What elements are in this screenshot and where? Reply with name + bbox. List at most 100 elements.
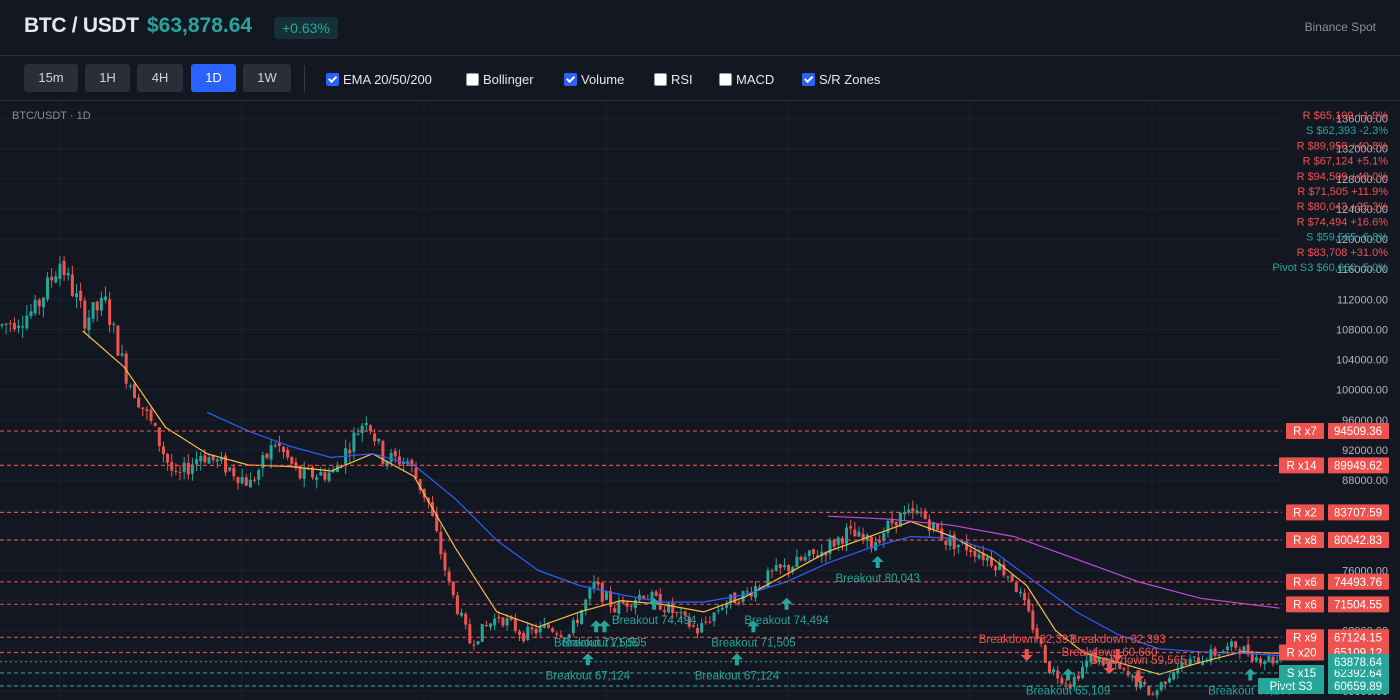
candle-body: [716, 610, 720, 612]
candle-body: [1155, 690, 1159, 696]
candle-body: [1072, 676, 1076, 687]
sr-price-label: 62392.64: [1334, 668, 1383, 680]
candle-body: [41, 297, 45, 308]
candle-body: [952, 534, 956, 550]
candle-body: [621, 601, 625, 604]
candle-body: [559, 635, 563, 637]
candle-body: [745, 591, 749, 593]
sr-price-tag: [1328, 677, 1389, 694]
candle-body: [596, 582, 600, 585]
candle-body: [1196, 657, 1200, 664]
sr-count-label: R x9: [1293, 632, 1317, 644]
candle-body: [21, 326, 25, 328]
signal-label: Breakout 65,109: [1026, 685, 1110, 697]
signal-label: Breakdown 60,660: [1062, 647, 1158, 659]
candle-body: [75, 293, 79, 298]
y-axis-tick-label: 132000.00: [1336, 144, 1388, 156]
breakout-arrow-icon: [590, 620, 603, 633]
candle-body: [497, 616, 501, 619]
bollinger-checkbox[interactable]: [466, 72, 479, 86]
candle-body: [339, 465, 343, 467]
candle-body: [518, 631, 521, 635]
y-axis-tick-label: 120000.00: [1336, 234, 1388, 246]
candle-body: [940, 528, 944, 541]
breakout-arrow-icon: [1244, 668, 1257, 681]
candle-body: [1209, 649, 1213, 662]
toggle-volume[interactable]: Volume: [564, 70, 624, 88]
toggle-sr-zones[interactable]: S/R Zones: [802, 70, 880, 88]
candle-body: [435, 513, 439, 532]
candle-body: [927, 519, 931, 531]
timeframe-4h-button[interactable]: 4H: [137, 64, 183, 92]
candle-body: [0, 324, 4, 326]
breakout-arrow-icon: [780, 597, 793, 610]
timeframe-1d-button[interactable]: 1D: [191, 64, 236, 92]
price-chart[interactable]: 136000.00 132000.00 128000.00 124000.00 1200…: [0, 102, 1400, 700]
volume-checkbox[interactable]: [564, 72, 577, 86]
price-change-badge: +0.63%: [274, 17, 338, 39]
candle-body: [46, 277, 50, 300]
candle-body: [1014, 582, 1018, 592]
rsi-checkbox[interactable]: [654, 72, 667, 86]
candle-body: [551, 628, 555, 632]
sr-price-label: 80042.83: [1334, 535, 1382, 547]
candle-body: [542, 624, 546, 628]
candle-body: [1089, 653, 1093, 663]
candle-body: [977, 554, 981, 559]
candle-body: [567, 634, 571, 639]
timeframe-15m-button[interactable]: 15m: [24, 64, 78, 92]
volume-toggle-label: Volume: [581, 71, 625, 87]
candle-body: [1217, 654, 1221, 656]
sr-count-label: R x20: [1286, 647, 1316, 659]
signal-label: Breakdown 62,393: [979, 634, 1075, 646]
toggle-ema[interactable]: EMA 20/50/200: [326, 70, 432, 88]
candle-body: [290, 457, 294, 464]
toggle-rsi[interactable]: RSI: [654, 70, 693, 88]
candle-body: [642, 595, 646, 599]
chart-canvas[interactable]: 136000.00 132000.00 128000.00 124000.00 1200…: [0, 102, 1400, 700]
candle-body: [1263, 661, 1267, 665]
candle-body: [472, 644, 476, 646]
candle-body: [137, 397, 141, 408]
candle-body: [824, 552, 828, 556]
candle-body: [1060, 677, 1064, 684]
candle-body: [381, 441, 385, 464]
candle-body: [104, 296, 107, 301]
candle-body: [1047, 661, 1051, 674]
sr-count-tag: [1258, 677, 1324, 694]
sr-count-tag: [1286, 596, 1324, 613]
sr-count-tag: [1286, 532, 1324, 549]
candle-body: [1234, 641, 1238, 648]
candle-body: [439, 531, 443, 555]
candlestick-series: [0, 255, 1279, 700]
candle-body: [356, 433, 360, 436]
timeframe-1h-button[interactable]: 1H: [85, 64, 130, 92]
breakout-arrow-icon: [730, 653, 743, 666]
candle-body: [1081, 667, 1085, 678]
candle-body: [816, 555, 820, 558]
candle-body: [820, 551, 824, 557]
candle-body: [505, 618, 509, 626]
candle-body: [720, 607, 724, 610]
macd-checkbox[interactable]: [719, 72, 732, 86]
candle-body: [62, 260, 66, 276]
candle-body: [654, 591, 658, 596]
breakdown-arrow-icon: [1020, 648, 1033, 661]
candle-body: [389, 453, 393, 463]
sr-count-label: Pivot S3: [1270, 681, 1313, 693]
candle-body: [1163, 681, 1167, 685]
candle-body: [406, 461, 410, 464]
candle-body: [667, 603, 671, 613]
toggle-bollinger[interactable]: Bollinger: [466, 70, 534, 88]
candle-body: [538, 626, 542, 633]
candle-body: [1151, 693, 1155, 695]
candle-body: [149, 409, 153, 421]
chart-grid: [0, 102, 1282, 700]
ema-checkbox[interactable]: [326, 72, 339, 86]
timeframe-1w-button[interactable]: 1W: [243, 64, 291, 92]
candle-body: [766, 570, 770, 587]
sr-zones-checkbox[interactable]: [802, 72, 815, 86]
candle-body: [1118, 663, 1122, 669]
y-axis-tick-label: 124000.00: [1336, 204, 1388, 216]
toggle-macd[interactable]: MACD: [719, 70, 774, 88]
